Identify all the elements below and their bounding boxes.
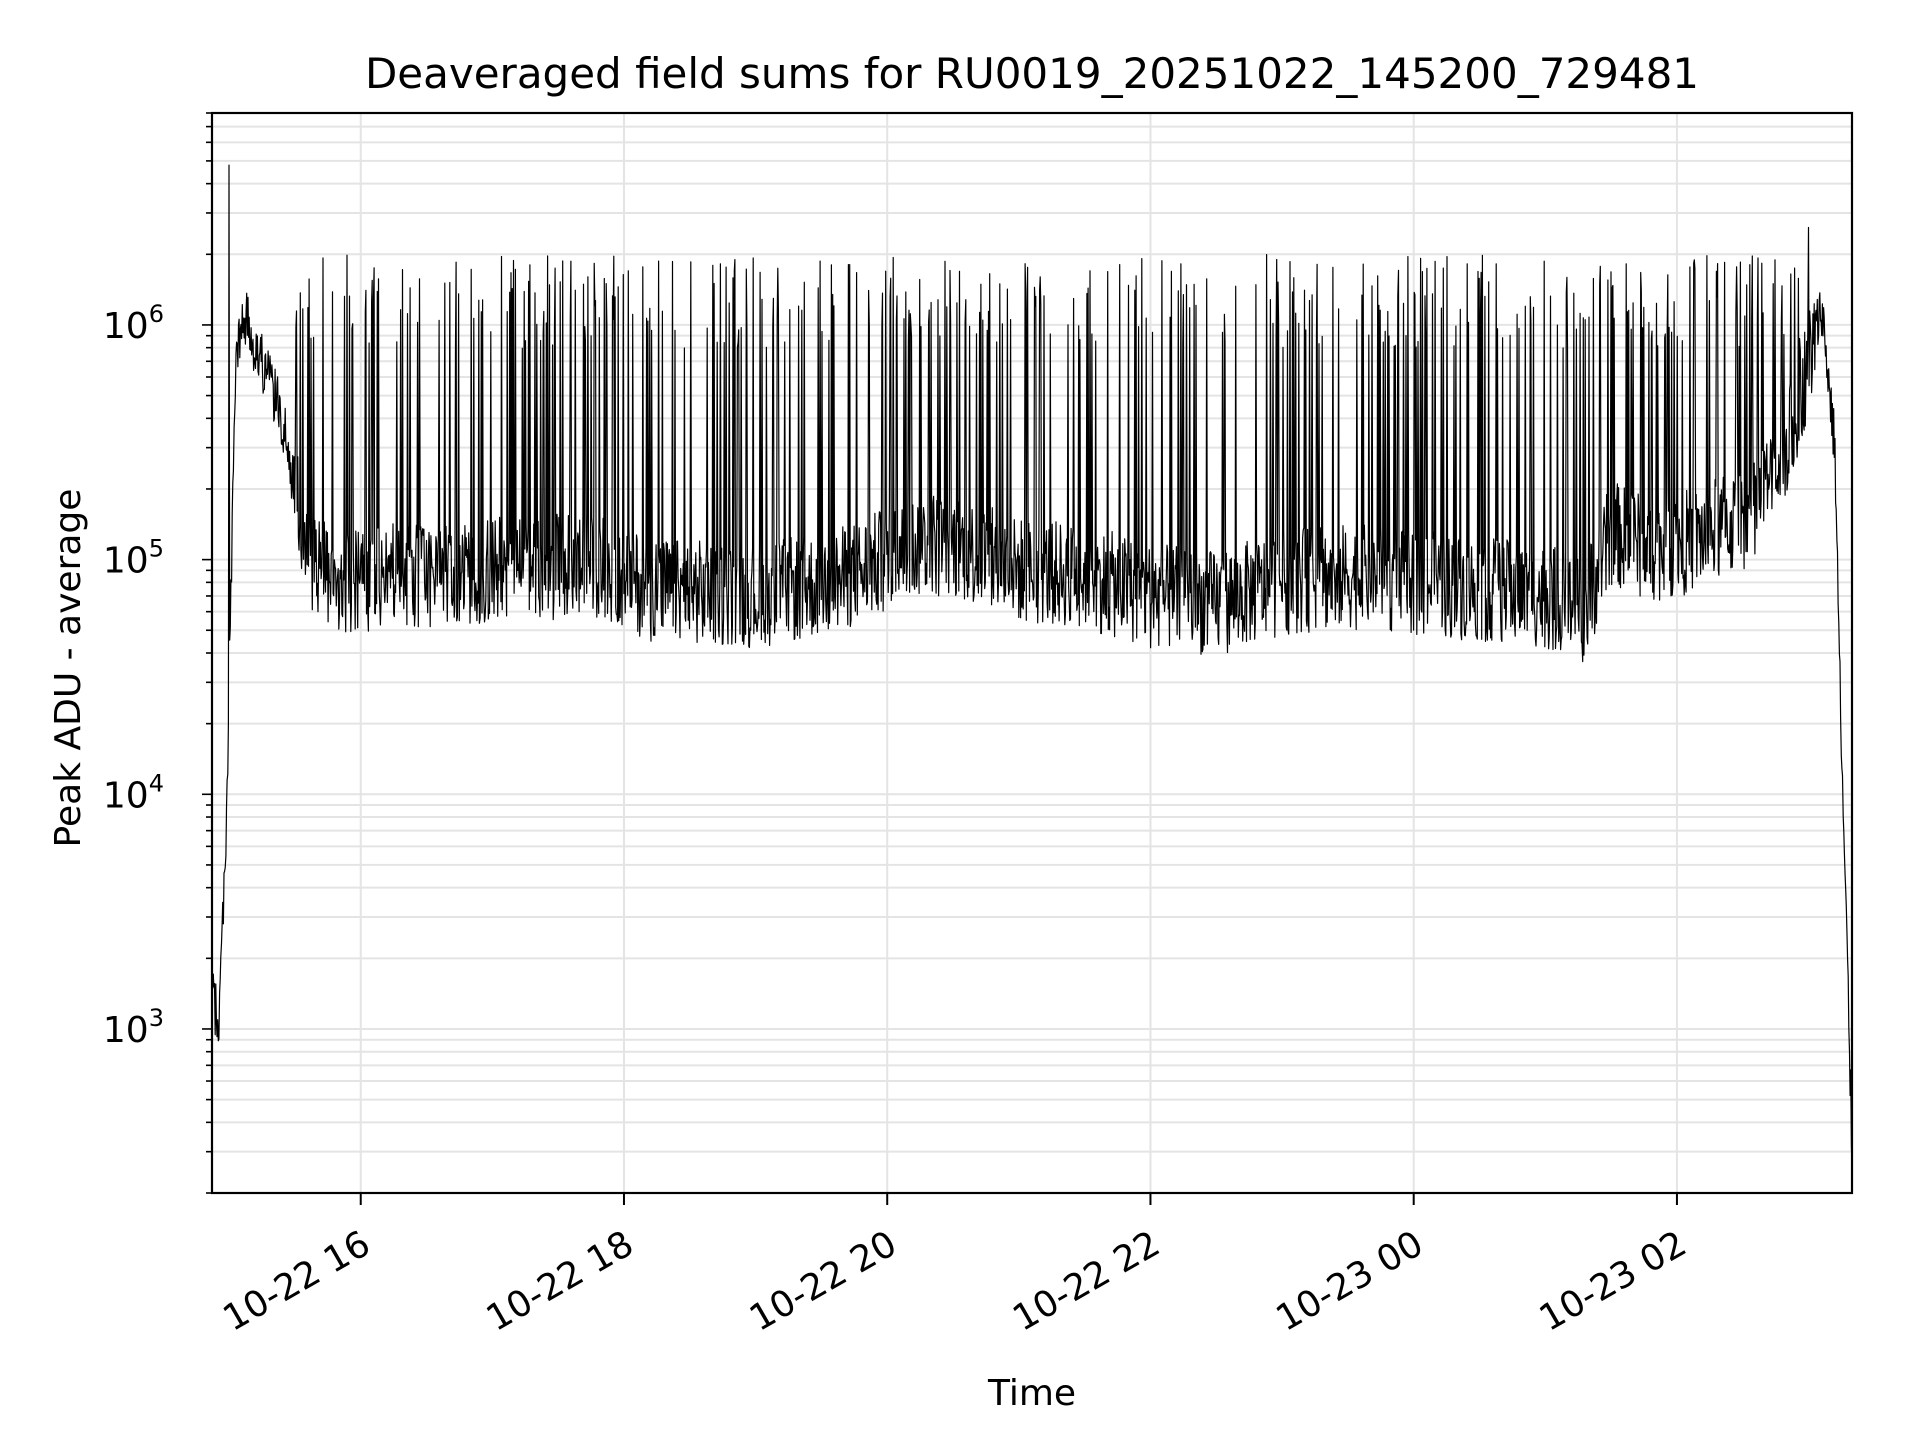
x-axis: 10-22 16 10-22 18 10-22 20 10-22 22 10-23 00… [217, 1193, 1694, 1340]
x-tick-label: 10-22 22 [1006, 1223, 1167, 1339]
series-line [211, 164, 1853, 1168]
series-layer [211, 164, 1853, 1168]
x-axis-label: Time [987, 1373, 1076, 1414]
y-tick-exponent: 3 [149, 1004, 164, 1032]
y-tick-exponent: 5 [149, 535, 164, 563]
grid [212, 112, 1852, 1194]
y-tick-label: 104 [103, 769, 164, 816]
chart-title: Deaveraged field sums for RU0019_2025102… [365, 49, 1699, 98]
x-tick-label: 10-22 20 [743, 1223, 904, 1339]
x-tick-label: 10-23 02 [1533, 1223, 1694, 1339]
y-tick-label: 105 [103, 535, 164, 582]
x-tick-label: 10-23 00 [1270, 1223, 1431, 1339]
y-tick-exponent: 6 [149, 300, 164, 328]
y-tick-base: 10 [103, 1010, 149, 1051]
y-tick-base: 10 [103, 541, 149, 582]
x-tick-label: 10-22 18 [480, 1223, 641, 1339]
y-tick-base: 10 [103, 775, 149, 816]
y-tick-exponent: 4 [149, 769, 164, 797]
x-tick-label: 10-22 16 [217, 1223, 378, 1339]
y-tick-label: 103 [103, 1004, 164, 1051]
y-tick-label: 106 [103, 300, 164, 347]
y-axis-label: Peak ADU - average [48, 489, 89, 848]
y-tick-base: 10 [103, 306, 149, 347]
